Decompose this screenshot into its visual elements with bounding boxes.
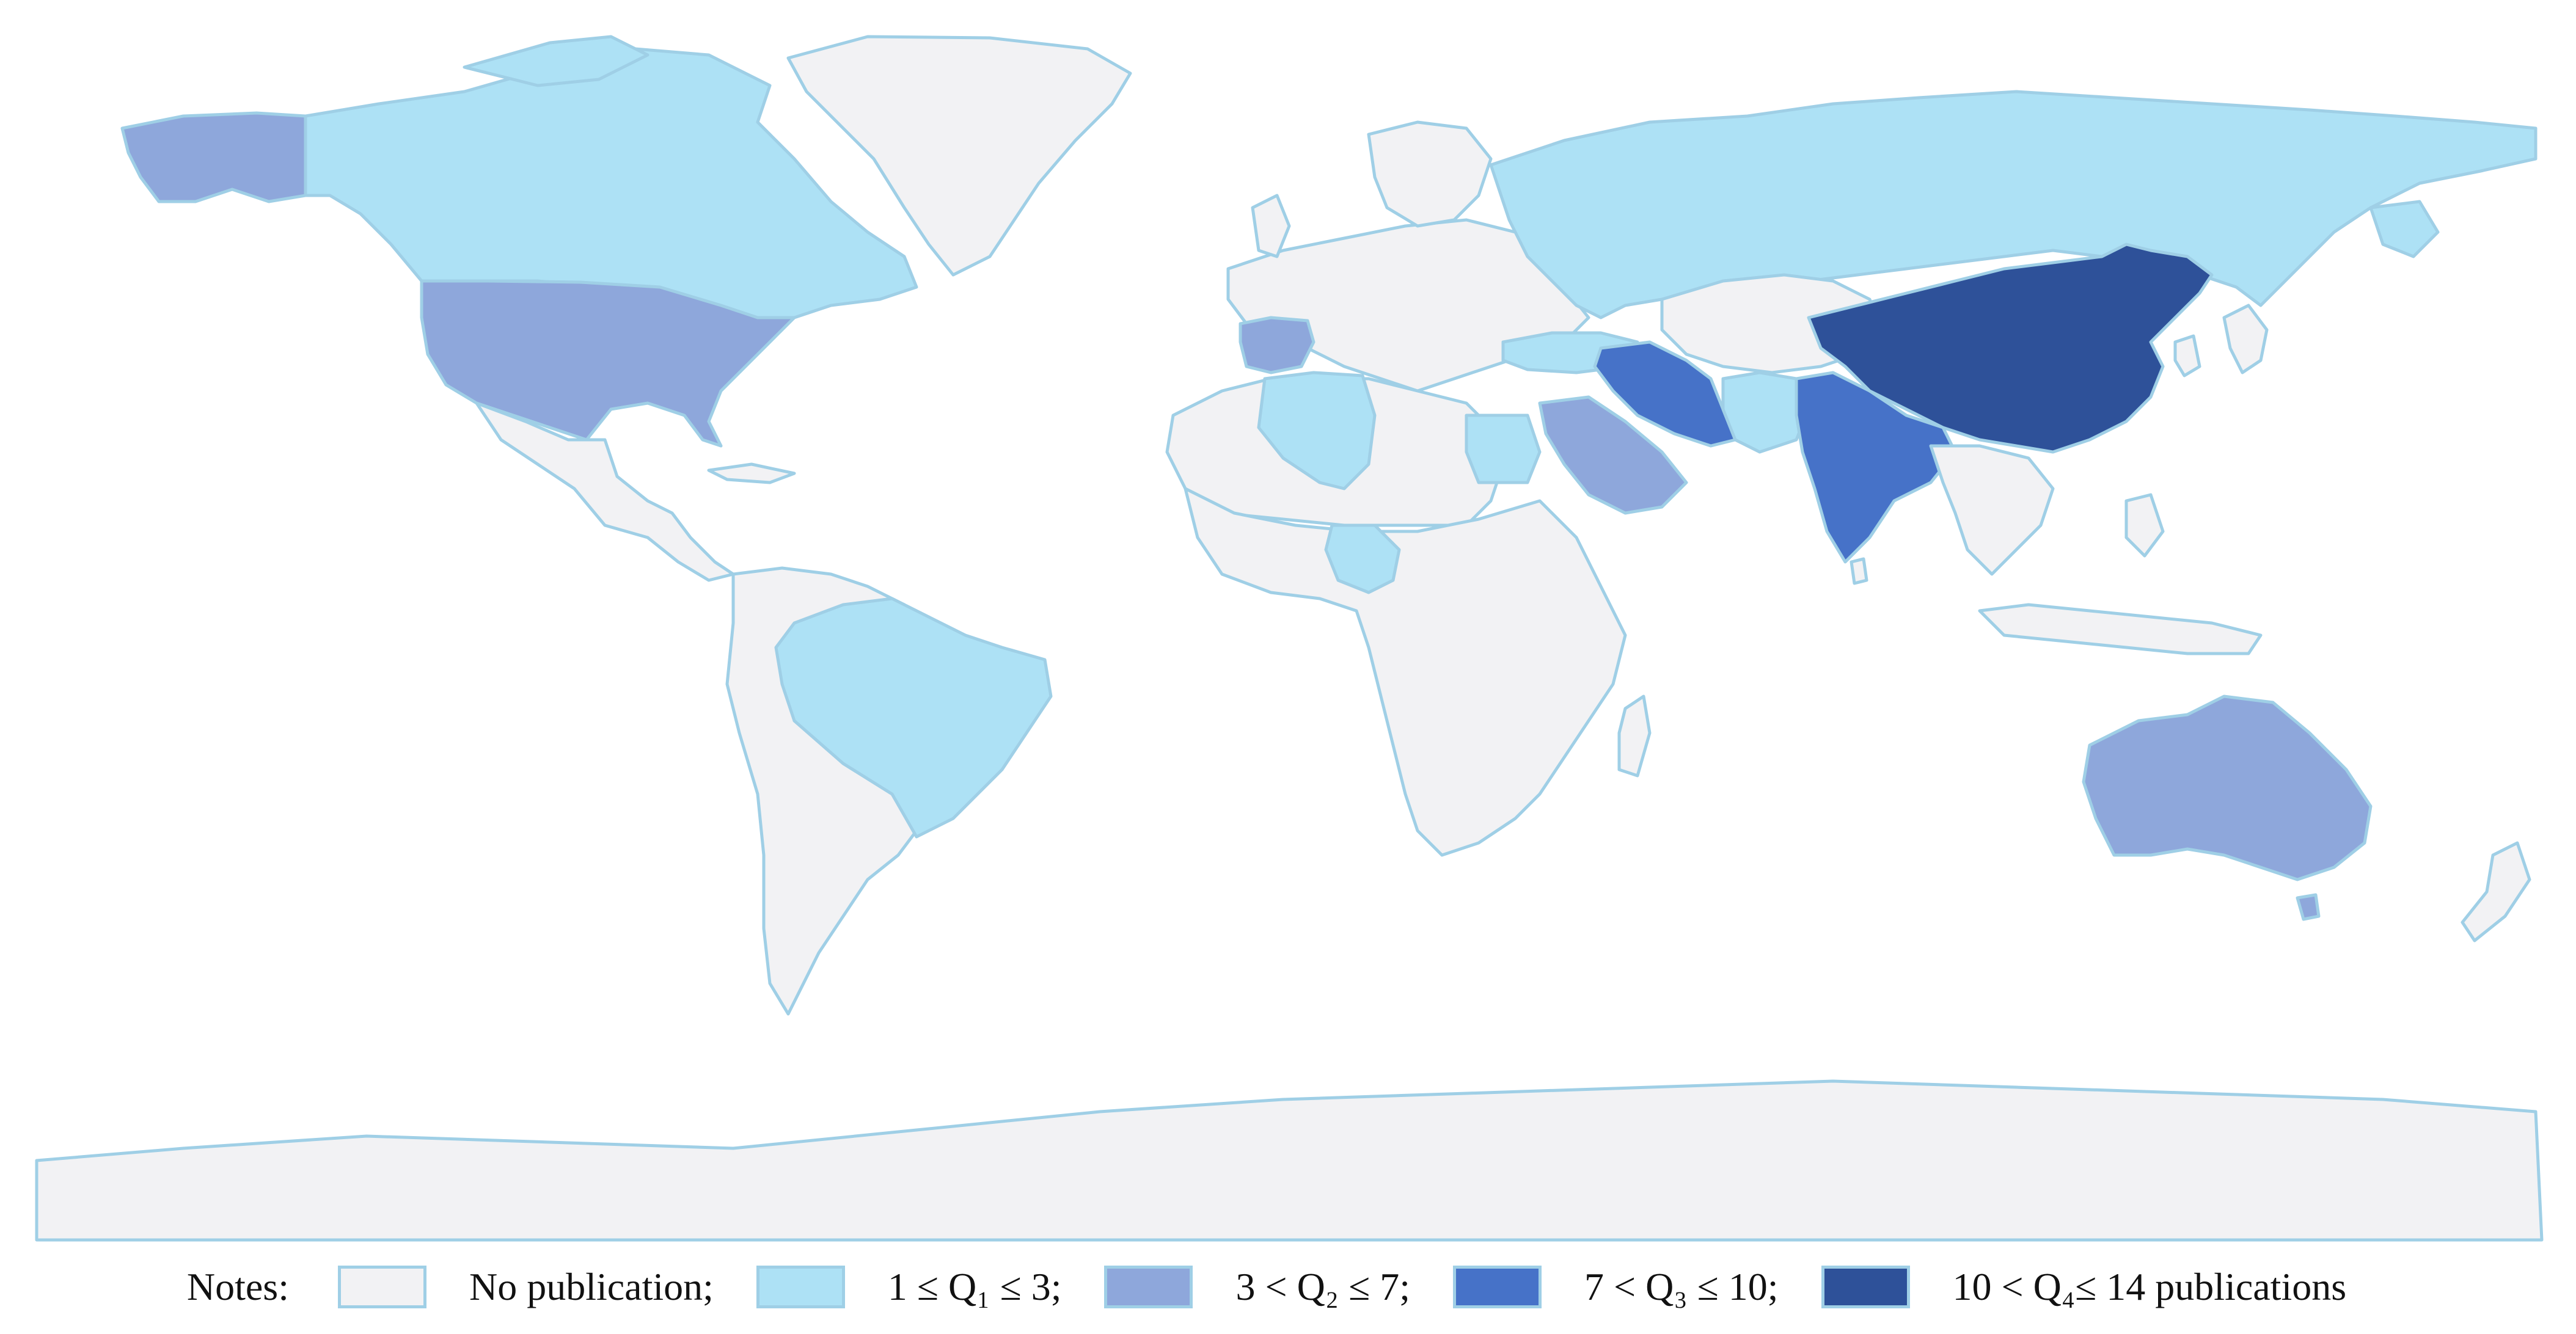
world-map: [35, 35, 2544, 1242]
country-australia-tasmania: [2296, 893, 2321, 921]
country-uk: [1251, 194, 1291, 258]
region-scandinavia: [1367, 120, 1493, 228]
country-new-zealand: [2461, 841, 2531, 942]
world-map-svg: [35, 35, 2544, 1242]
country-cuba: [707, 462, 796, 484]
legend-notes-label: Notes:: [186, 1265, 289, 1308]
country-japan: [2222, 304, 2269, 374]
country-egypt: [1465, 414, 1542, 484]
country-russia-east: [2369, 200, 2440, 258]
country-usa: [420, 279, 796, 448]
region-africa: [1184, 487, 1627, 857]
legend: Notes: No publication; 1 ≤ Q₁ ≤ 3; 3 < Q…: [0, 1253, 2576, 1321]
country-pakistan: [1721, 371, 1810, 454]
country-australia: [2082, 694, 2373, 881]
country-india: [1795, 371, 1957, 564]
country-alaska: [120, 111, 307, 203]
country-saudi-arabia: [1538, 395, 1688, 515]
legend-item-q1: 1 ≤ Q₁ ≤ 3;: [756, 1264, 1062, 1310]
country-nigeria: [1324, 523, 1401, 594]
legend-label-q1: 1 ≤ Q₁ ≤ 3;: [887, 1265, 1062, 1308]
region-southeast-asia: [1929, 444, 2055, 576]
country-canada-islands: [463, 35, 649, 87]
legend-item-q3: 7 < Q₃ ≤ 10;: [1453, 1264, 1779, 1310]
country-spain: [1239, 316, 1315, 374]
legend-label-q2: 3 < Q₂ ≤ 7;: [1235, 1265, 1410, 1308]
country-algeria: [1257, 371, 1377, 490]
legend-label-none: No publication;: [469, 1265, 714, 1308]
legend-swatch-q1: [756, 1266, 845, 1308]
legend-item-q2: 3 < Q₂ ≤ 7;: [1104, 1264, 1410, 1310]
legend-swatch-q4: [1821, 1266, 1910, 1308]
legend-swatch-q3: [1453, 1266, 1542, 1308]
country-iran: [1593, 340, 1737, 448]
country-korea: [2173, 334, 2201, 377]
country-brazil: [774, 597, 1053, 839]
country-philippines: [2124, 493, 2165, 558]
country-canada: [304, 47, 918, 344]
legend-swatch-none: [337, 1266, 426, 1308]
country-madagascar: [1617, 694, 1652, 778]
legend-item-none: No publication;: [337, 1264, 714, 1310]
country-greenland: [786, 35, 1132, 277]
legend-label-q3: 7 < Q₃ ≤ 10;: [1584, 1265, 1779, 1308]
legend-label-q4: 10 < Q₄≤ 14 publications: [1952, 1265, 2347, 1308]
country-mexico: [475, 401, 735, 582]
country-russia: [1489, 90, 2538, 319]
legend-swatch-q2: [1104, 1266, 1193, 1308]
region-indonesia: [1978, 603, 2263, 655]
country-china: [1807, 242, 2214, 454]
country-sri-lanka: [1850, 557, 1868, 585]
region-antarctica: [35, 1079, 2544, 1242]
legend-item-q4: 10 < Q₄≤ 14 publications: [1821, 1264, 2347, 1310]
